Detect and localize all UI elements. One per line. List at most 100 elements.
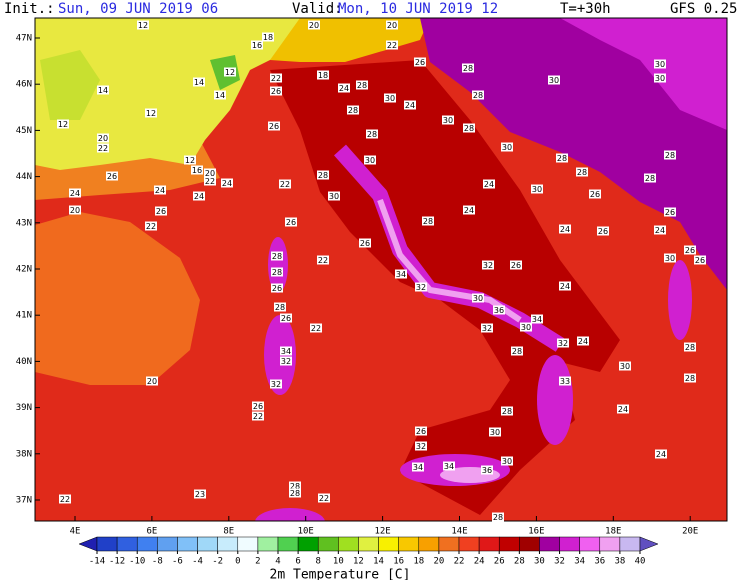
colorbar-cell [297, 536, 319, 552]
lat-label: 39N [16, 403, 32, 413]
station-value: 24 [405, 101, 415, 110]
station-value: 18 [263, 33, 273, 42]
label-box [252, 411, 264, 421]
lat-label: 43N [16, 218, 32, 228]
label-box [654, 73, 666, 83]
station-value: 34 [413, 463, 423, 472]
colorbar-label: 16 [393, 557, 404, 567]
legend-title: 2m Temperature [C] [270, 568, 411, 580]
station-value: 12 [185, 156, 195, 165]
colorbar-label: 26 [494, 557, 505, 567]
station-value: 26 [685, 246, 695, 255]
label-box [557, 338, 569, 348]
label-box [338, 83, 350, 93]
label-box [69, 188, 81, 198]
station-value: 22 [60, 495, 70, 504]
station-value: 12 [138, 21, 148, 30]
label-box [664, 253, 676, 263]
station-value: 26 [272, 284, 282, 293]
station-value: 28 [275, 303, 285, 312]
label-box [597, 226, 609, 236]
label-box [251, 40, 263, 50]
station-value: 30 [521, 323, 531, 332]
label-box [191, 165, 203, 175]
label-box [654, 59, 666, 69]
colorbar-cell [277, 536, 299, 552]
model-name: GFS 0.25 [670, 1, 737, 17]
label-box [271, 251, 283, 261]
station-value: 28 [272, 252, 282, 261]
lon-label: 6E [146, 527, 157, 537]
label-box [412, 462, 424, 472]
lon-label: 16E [528, 527, 544, 537]
init-time: Sun, 09 JUN 2019 06 [58, 1, 218, 17]
station-value: 16 [192, 166, 202, 175]
station-value: 28 [645, 174, 655, 183]
station-value: 26 [598, 227, 608, 236]
label-box [501, 456, 513, 466]
colorbar-cell [217, 536, 239, 552]
station-value: 32 [416, 442, 426, 451]
station-value: 32 [271, 380, 281, 389]
station-value: 28 [357, 81, 367, 90]
colorbar-label: 34 [574, 557, 585, 567]
label-box [347, 105, 359, 115]
station-value: 24 [618, 405, 628, 414]
colorbar-label: -14 [89, 557, 105, 567]
label-box [415, 282, 427, 292]
label-box [155, 206, 167, 216]
station-value: 23 [195, 490, 205, 499]
label-box [463, 123, 475, 133]
valid-label: Valid: [292, 1, 343, 17]
lon-label: 4E [70, 527, 81, 537]
label-box [501, 142, 513, 152]
colorbar-label: 12 [353, 557, 364, 567]
station-value: 30 [385, 94, 395, 103]
label-box [145, 108, 157, 118]
label-box [443, 461, 455, 471]
station-value: 28 [423, 217, 433, 226]
label-box [556, 153, 568, 163]
label-box [224, 67, 236, 77]
label-box [271, 267, 283, 277]
label-box [577, 336, 589, 346]
label-box [97, 133, 109, 143]
label-box [280, 356, 292, 366]
station-value: 24 [70, 189, 80, 198]
label-box [57, 119, 69, 129]
station-value: 34 [281, 347, 291, 356]
colorbar-cell [96, 536, 118, 552]
label-box [395, 269, 407, 279]
station-value: 26 [695, 256, 705, 265]
station-value: 28 [318, 171, 328, 180]
station-value: 22 [271, 74, 281, 83]
station-value: 26 [156, 207, 166, 216]
label-box [664, 207, 676, 217]
station-value: 28 [290, 482, 300, 491]
colorbar-cell [498, 536, 520, 552]
station-value: 30 [365, 156, 375, 165]
station-value: 24 [560, 282, 570, 291]
lat-label: 38N [16, 449, 32, 459]
colorbar-cell [539, 536, 560, 552]
label-box [617, 404, 629, 414]
label-box [386, 40, 398, 50]
colorbar-cell [458, 536, 480, 552]
colorbar-label: 38 [614, 557, 625, 567]
station-value: 30 [655, 74, 665, 83]
label-box [655, 449, 667, 459]
label-box [366, 129, 378, 139]
label-box [289, 488, 301, 498]
label-box [310, 323, 322, 333]
label-box [481, 323, 493, 333]
label-box [308, 20, 320, 30]
lat-label: 37N [16, 496, 32, 506]
station-value: 26 [269, 122, 279, 131]
station-value: 28 [290, 489, 300, 498]
label-box [559, 224, 571, 234]
station-value: 22 [387, 41, 397, 50]
label-box [270, 379, 282, 389]
label-box [252, 401, 264, 411]
station-value: 33 [560, 377, 570, 386]
lon-label: 8E [223, 527, 234, 537]
